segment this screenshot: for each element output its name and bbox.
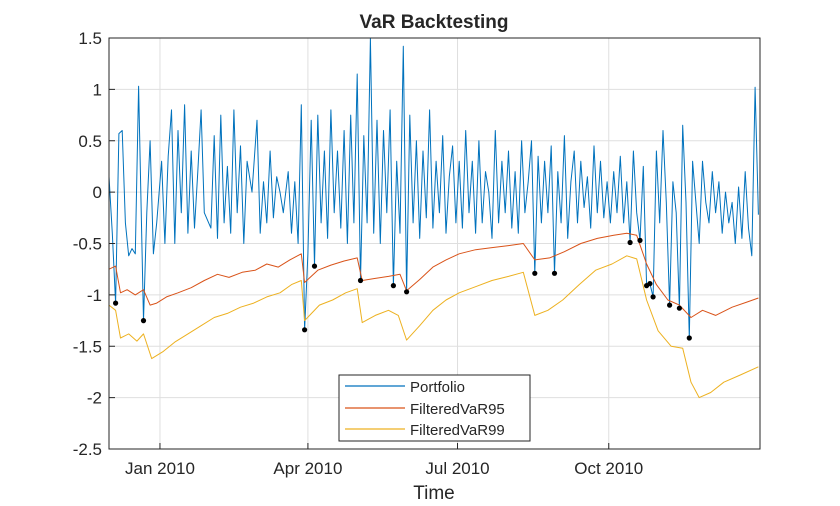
y-tick-label: -1 xyxy=(87,286,102,305)
exception-point xyxy=(637,238,642,243)
exception-point xyxy=(404,289,409,294)
y-tick-label: -2.5 xyxy=(73,440,102,459)
y-tick-label: -1.5 xyxy=(73,337,102,356)
y-tick-label: 1.5 xyxy=(78,29,102,48)
exception-point xyxy=(667,303,672,308)
legend-label-filteredvar95: FilteredVaR95 xyxy=(410,401,505,418)
x-tick-label: Jan 2010 xyxy=(125,459,195,478)
exception-point xyxy=(628,240,633,245)
exception-point xyxy=(651,294,656,299)
exception-point xyxy=(312,264,317,269)
x-tick-label: Jul 2010 xyxy=(425,459,489,478)
exception-point xyxy=(677,306,682,311)
y-tick-label: -2 xyxy=(87,389,102,408)
y-tick-label: 0 xyxy=(93,183,102,202)
exception-point xyxy=(391,283,396,288)
legend: Portfolio FilteredVaR95 FilteredVaR99 xyxy=(339,375,530,441)
chart-title: VaR Backtesting xyxy=(360,12,509,33)
y-tick-label: 0.5 xyxy=(78,132,102,151)
y-tick-label: 1 xyxy=(93,80,102,99)
y-tick-label: -0.5 xyxy=(73,235,102,254)
legend-label-portfolio: Portfolio xyxy=(410,379,465,396)
exception-point xyxy=(532,271,537,276)
x-axis-label: Time xyxy=(413,483,455,504)
legend-label-filteredvar99: FilteredVaR99 xyxy=(410,422,505,439)
exception-point xyxy=(113,301,118,306)
x-tick-label: Oct 2010 xyxy=(574,459,643,478)
x-tick-label: Apr 2010 xyxy=(273,459,342,478)
exception-point xyxy=(687,335,692,340)
exception-point xyxy=(552,271,557,276)
exception-point xyxy=(647,281,652,286)
exception-point xyxy=(302,327,307,332)
exception-point xyxy=(141,318,146,323)
exception-point xyxy=(358,278,363,283)
